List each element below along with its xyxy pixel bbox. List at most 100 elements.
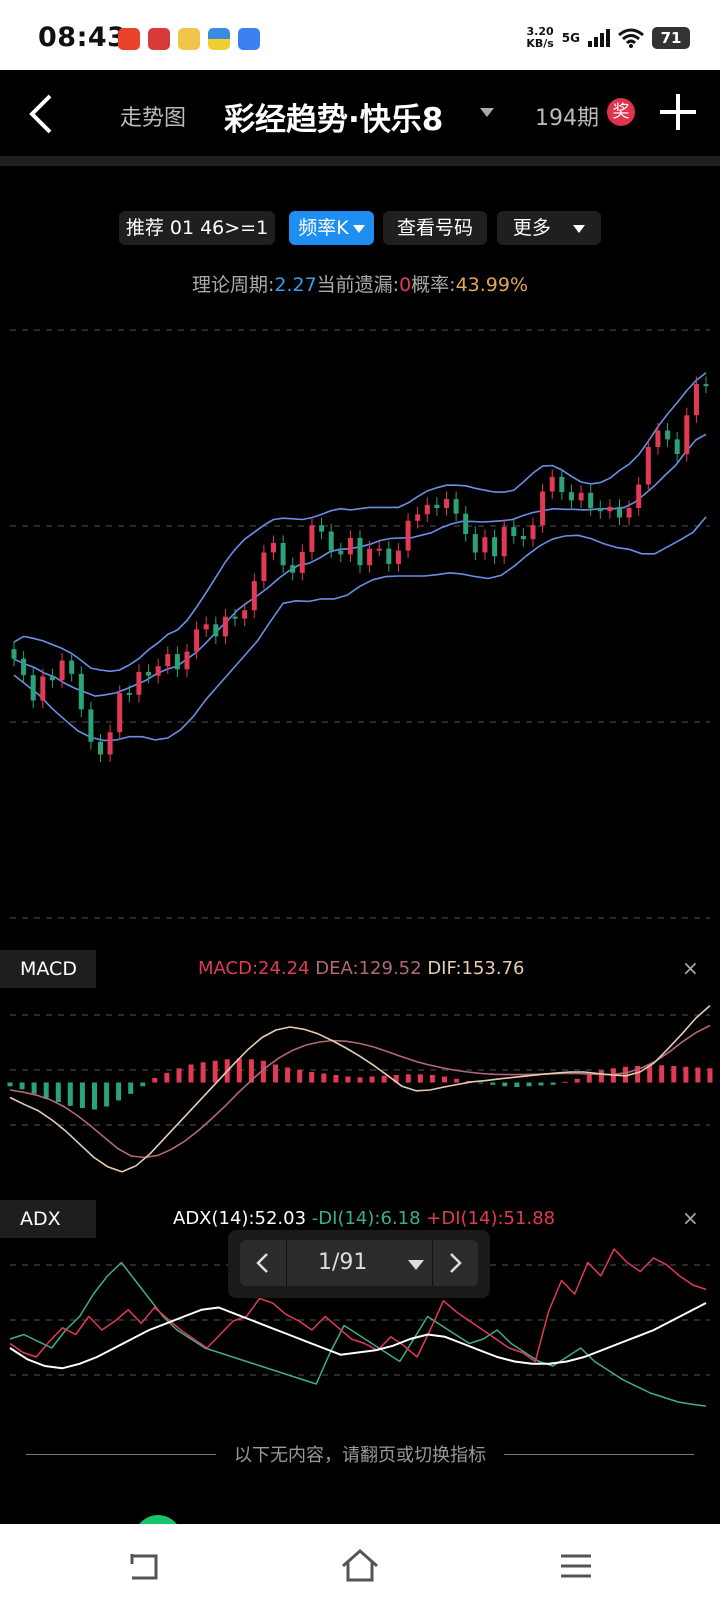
macd-bar: [538, 1082, 544, 1086]
macd-bar: [478, 1082, 484, 1084]
adx-value: ADX(14):52.03: [173, 1208, 307, 1229]
candle-up: [482, 537, 488, 553]
candle-up: [203, 624, 209, 630]
macd-label[interactable]: MACD: [0, 950, 96, 988]
menu-nav-icon[interactable]: [556, 1546, 596, 1586]
candle-down: [11, 649, 17, 659]
macd-close-icon[interactable]: ×: [682, 956, 699, 980]
macd-bar: [297, 1069, 303, 1083]
candle-up: [636, 484, 642, 508]
candle-up: [444, 499, 449, 508]
candle-up: [194, 629, 200, 652]
period-value: 2.27: [274, 274, 317, 296]
adx-close-icon[interactable]: ×: [682, 1206, 699, 1230]
home-nav-icon[interactable]: [340, 1546, 380, 1586]
net-speed-unit: KB/s: [526, 37, 554, 50]
network-type: 5G: [561, 31, 580, 45]
net-speed-value: 3.20: [526, 25, 554, 38]
page-title[interactable]: 彩经趋势·快乐8: [224, 102, 444, 138]
macd-bar: [635, 1066, 641, 1083]
macd-bar: [19, 1082, 25, 1090]
candle-up: [501, 527, 507, 557]
next-page-button[interactable]: [432, 1240, 478, 1286]
candle-down: [492, 537, 498, 557]
trend-chart-link[interactable]: 走势图: [120, 106, 187, 131]
macd-bar: [333, 1075, 339, 1083]
macd-bar: [236, 1058, 242, 1083]
macd-bar: [67, 1082, 73, 1106]
end-divider-right: [504, 1454, 694, 1455]
miss-label: 当前遗漏:: [316, 274, 400, 296]
candle-up: [405, 520, 411, 551]
candle-up: [693, 384, 699, 416]
macd-chart[interactable]: [0, 1000, 720, 1180]
tingshu-app-icon: [118, 28, 140, 50]
macd-bar: [574, 1078, 580, 1083]
title-dropdown-icon[interactable]: [480, 108, 494, 117]
recommend-button[interactable]: 推荐 01 46>=1: [119, 211, 275, 245]
status-right: 3.20 KB/s 5G 71: [526, 26, 690, 50]
macd-bar: [140, 1082, 146, 1087]
candle-down: [665, 430, 671, 440]
candle-down: [280, 543, 286, 566]
candle-down: [98, 741, 103, 755]
macd-bar: [526, 1082, 532, 1087]
back-nav-icon[interactable]: [124, 1546, 164, 1586]
adx-label[interactable]: ADX: [0, 1200, 96, 1238]
macd-bar: [200, 1062, 206, 1083]
signal-icon: [588, 29, 610, 47]
macd-bar: [369, 1076, 375, 1083]
candle-up: [549, 476, 555, 492]
miss-value: 0: [399, 274, 412, 296]
more-button[interactable]: 更多: [497, 211, 601, 245]
candle-down: [174, 654, 180, 670]
macd-bar: [357, 1077, 363, 1083]
page-dropdown-icon[interactable]: [408, 1260, 424, 1270]
candle-up: [299, 551, 305, 573]
candle-down: [146, 671, 152, 676]
macd-bar: [442, 1076, 447, 1083]
macd-bar: [285, 1067, 291, 1083]
macd-bar: [309, 1072, 315, 1083]
issue-number[interactable]: 194期: [535, 106, 599, 131]
candle-down: [674, 439, 680, 454]
candle-up: [655, 430, 661, 447]
candle-down: [78, 673, 84, 710]
candle-up: [376, 548, 382, 551]
candle-down: [338, 550, 344, 555]
huawei-app-icon: [148, 28, 170, 50]
adx-values: ADX(14):52.03 -DI(14):6.18 +DI(14):51.88: [173, 1208, 555, 1229]
page-indicator[interactable]: 1/91: [318, 1250, 368, 1275]
candle-up: [271, 543, 276, 553]
back-button[interactable]: [24, 92, 64, 136]
status-time: 08:43: [38, 22, 127, 53]
more-label: 更多: [512, 217, 551, 239]
prize-badge[interactable]: 奖: [607, 98, 635, 126]
prev-page-button[interactable]: [240, 1240, 286, 1286]
plus-di-value: +DI(14):51.88: [426, 1208, 556, 1229]
wifi-icon: [618, 28, 644, 48]
candle-down: [126, 692, 132, 695]
macd-bar: [31, 1082, 37, 1094]
macd-bar: [92, 1082, 97, 1110]
macd-bar: [683, 1066, 689, 1083]
macd-bar: [7, 1082, 13, 1087]
candle-up: [117, 692, 123, 733]
candle-down: [386, 548, 392, 564]
candle-up: [684, 415, 690, 455]
macd-bar: [381, 1075, 387, 1083]
add-button[interactable]: [658, 92, 698, 132]
macd-bar: [490, 1082, 496, 1085]
freq-k-button[interactable]: 频率K: [289, 211, 374, 245]
view-numbers-button[interactable]: 查看号码: [383, 211, 487, 245]
macd-bar: [273, 1064, 278, 1083]
status-bar: 08:43 3.20 KB/s 5G 71: [0, 0, 720, 70]
macd-bar: [176, 1068, 182, 1083]
frequency-k-chart[interactable]: [0, 320, 720, 920]
header-divider: [0, 156, 720, 166]
candle-up: [184, 651, 190, 670]
candle-up: [415, 514, 421, 521]
candle-up: [155, 666, 161, 676]
macd-bar: [212, 1060, 218, 1083]
macd-bar: [586, 1074, 592, 1083]
